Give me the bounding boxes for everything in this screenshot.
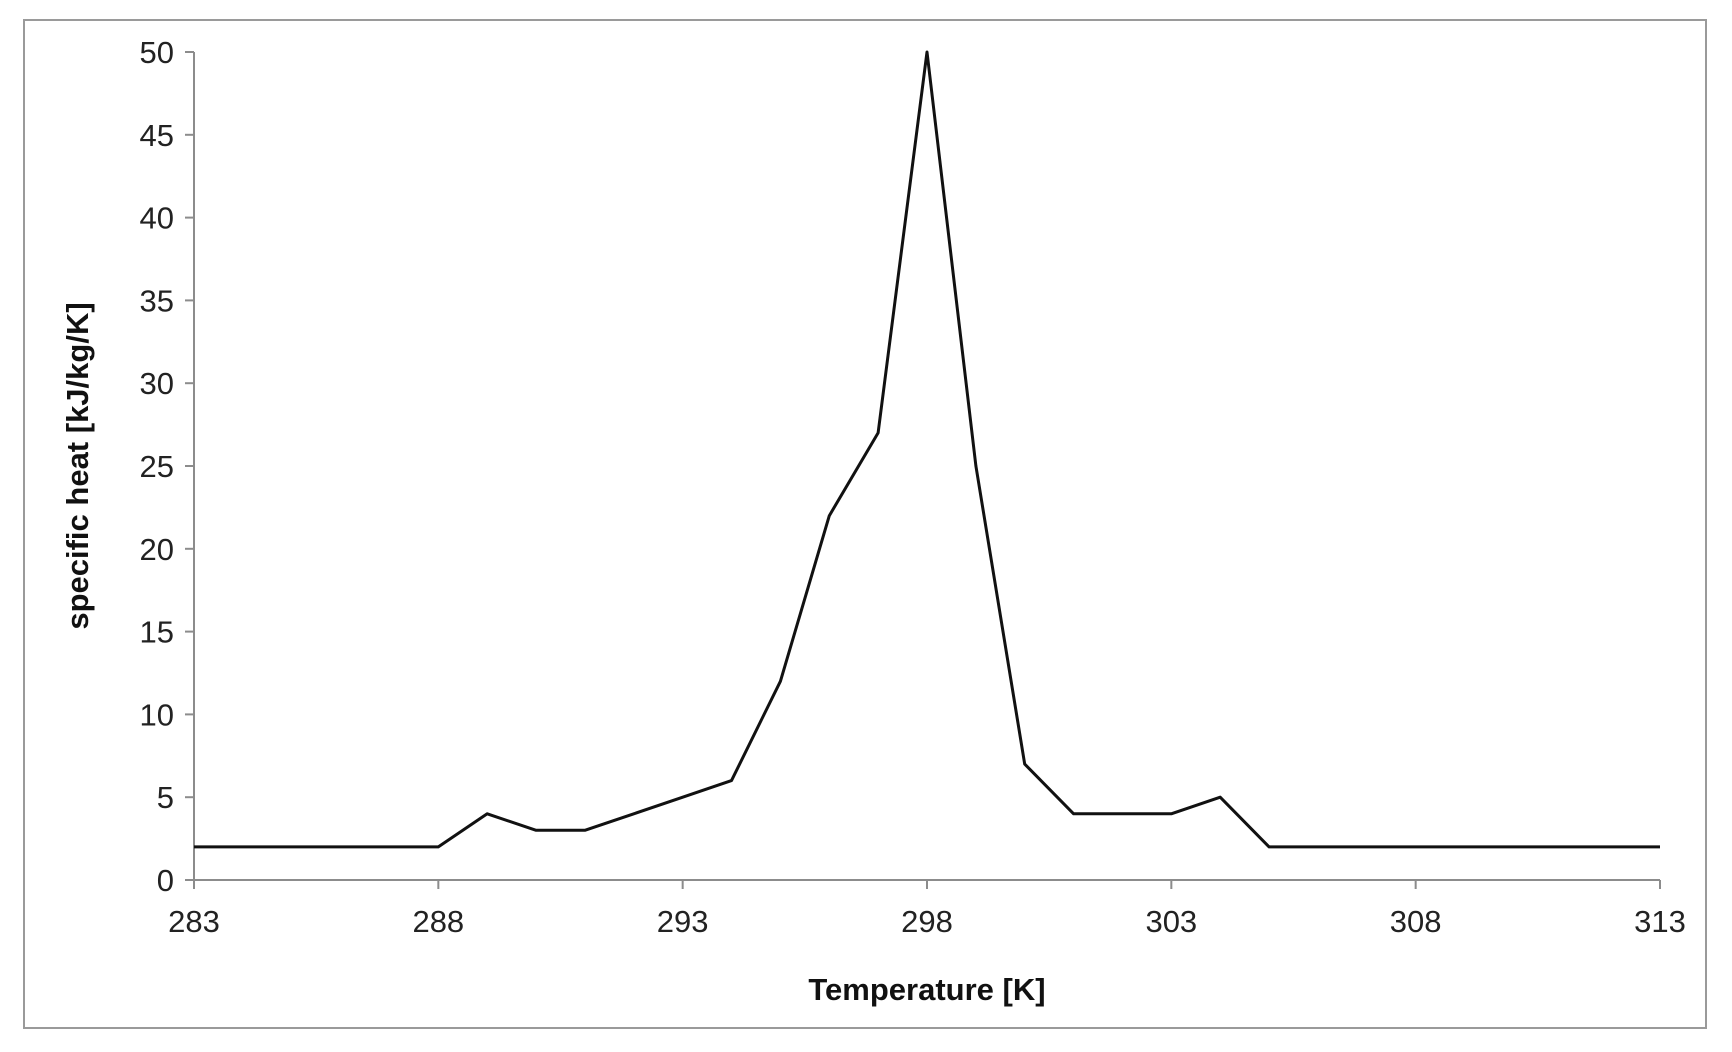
y-axis-title: specific heat [kJ/kg/K] <box>60 302 95 629</box>
series-layer <box>194 50 1660 849</box>
y-tick-label: 45 <box>140 118 174 153</box>
y-tick-label: 15 <box>140 615 174 650</box>
axes <box>185 51 1661 889</box>
series-line <box>194 50 1660 849</box>
x-tick-label: 288 <box>412 904 464 939</box>
y-tick-label: 0 <box>157 863 174 898</box>
y-tick-label: 40 <box>140 201 174 236</box>
x-tick-label: 283 <box>168 904 220 939</box>
x-tick-label: 303 <box>1145 904 1197 939</box>
x-tick-labels: 283 288 293 298 303 308 313 <box>168 904 1686 939</box>
x-axis-title: Temperature [K] <box>808 972 1045 1007</box>
y-tick-label: 30 <box>140 366 174 401</box>
y-tick-label: 5 <box>157 780 174 815</box>
x-tick-label: 308 <box>1390 904 1442 939</box>
y-tick-label: 50 <box>140 35 174 70</box>
y-tick-labels: 0 5 10 15 20 25 30 35 40 45 50 <box>140 35 174 898</box>
y-tick-label: 20 <box>140 532 174 567</box>
x-tick-label: 298 <box>901 904 953 939</box>
y-tick-label: 35 <box>140 283 174 318</box>
x-tick-label: 313 <box>1634 904 1686 939</box>
y-tick-label: 25 <box>140 449 174 484</box>
chart-frame <box>23 19 1707 1029</box>
x-tick-label: 293 <box>657 904 709 939</box>
y-tick-label: 10 <box>140 697 174 732</box>
